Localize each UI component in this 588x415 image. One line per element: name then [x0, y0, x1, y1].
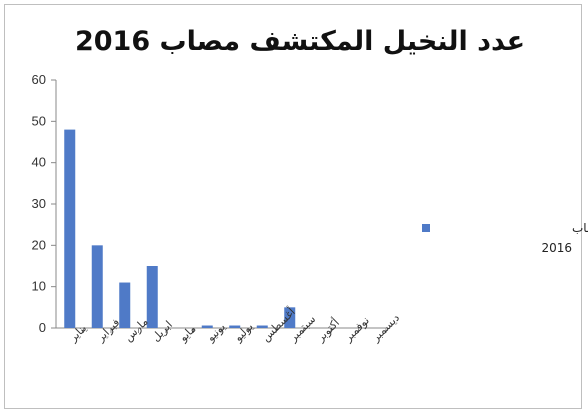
bar: [64, 129, 76, 328]
legend-swatch: [422, 224, 430, 232]
y-tick-label: 20: [32, 237, 46, 252]
x-axis: [56, 327, 387, 333]
bar: [229, 325, 241, 328]
y-tick-label: 10: [32, 279, 46, 294]
chart-title: عدد النخيل المكتشف مصاب 2016: [75, 26, 525, 57]
bar: [284, 307, 296, 328]
x-tick-label: نوفمبر: [341, 314, 372, 345]
legend: عدد النخيل المكتشف مصاب 2016: [422, 221, 588, 255]
bar: [119, 282, 131, 328]
x-tick-label: أكتوبر: [313, 316, 342, 345]
y-tick-label: 60: [32, 72, 46, 87]
bar: [201, 325, 213, 328]
y-tick-label: 0: [39, 320, 46, 335]
legend-label-line1: عدد النخيل المكتشف مصاب: [572, 221, 588, 235]
y-tick-label: 30: [32, 196, 46, 211]
x-tick-label: مايو: [176, 322, 199, 345]
bar: [146, 266, 158, 328]
y-tick-label: 50: [32, 113, 46, 128]
y-tick-label: 40: [32, 155, 46, 170]
chart-frame: [4, 4, 582, 409]
bar: [256, 325, 268, 328]
x-tick-label: يوليو: [231, 320, 256, 345]
x-tick-label: يونيو: [203, 320, 228, 345]
bars: [64, 129, 296, 328]
legend-label-line2: 2016: [541, 241, 572, 255]
bar: [91, 245, 103, 328]
y-axis: 0 10 20 30 40 50 60: [32, 72, 57, 335]
